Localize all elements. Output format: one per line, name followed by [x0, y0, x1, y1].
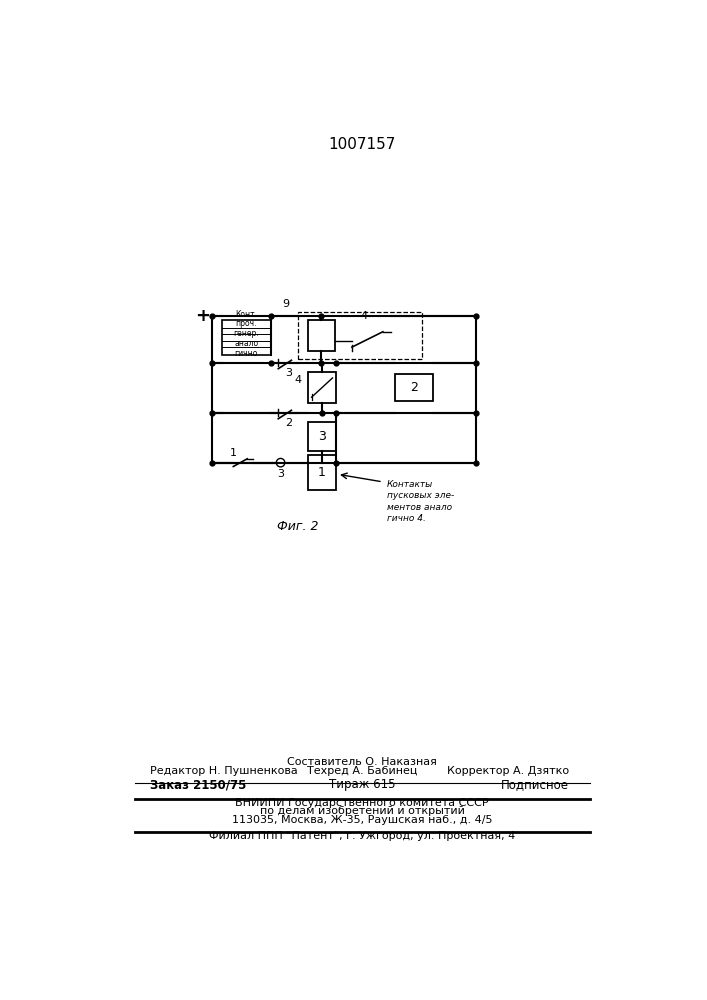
Text: 4: 4	[294, 375, 301, 385]
Text: 2: 2	[285, 418, 292, 428]
Bar	[308, 372, 337, 403]
Text: Тираж 615: Тираж 615	[329, 778, 395, 791]
Text: 113035, Москва, Ж-35, Раушская наб., д. 4/5: 113035, Москва, Ж-35, Раушская наб., д. …	[232, 815, 492, 825]
Text: Составитель О. Наказная: Составитель О. Наказная	[287, 757, 437, 767]
Text: Техред А. Бабинец: Техред А. Бабинец	[307, 766, 417, 776]
Text: Подписное: Подписное	[501, 778, 569, 791]
Text: ВНИИПИ Государственного комитета СССР: ВНИИПИ Государственного комитета СССР	[235, 798, 489, 808]
Text: 1007157: 1007157	[328, 137, 396, 152]
Text: по делам изобретений и открытий: по делам изобретений и открытий	[259, 806, 464, 816]
Text: 9: 9	[282, 299, 290, 309]
Text: 2: 2	[410, 381, 418, 394]
Text: 1: 1	[318, 466, 326, 479]
Text: 3: 3	[318, 430, 326, 443]
Text: Корректор А. Дзятко: Корректор А. Дзятко	[447, 766, 569, 776]
Text: Заказ 2150/75: Заказ 2150/75	[151, 778, 247, 791]
Bar	[308, 320, 335, 351]
Text: Конт.
проч.
генер.
анало
гично: Конт. проч. генер. анало гично	[233, 310, 259, 358]
Text: 4: 4	[360, 311, 367, 321]
Text: 1: 1	[230, 448, 237, 458]
Text: Фиг. 2: Фиг. 2	[277, 520, 318, 533]
Text: 3: 3	[277, 469, 284, 479]
Bar	[298, 312, 421, 359]
Text: Контакты
пусковых эле-
ментов анало
гично 4.: Контакты пусковых эле- ментов анало гичн…	[387, 480, 454, 523]
Bar	[308, 422, 337, 451]
Bar	[222, 320, 271, 355]
Text: 3: 3	[285, 368, 292, 378]
Text: Редактор Н. Пушненкова: Редактор Н. Пушненкова	[151, 766, 298, 776]
Text: +: +	[196, 307, 211, 325]
Bar	[308, 455, 337, 490]
Text: Филиал ППП "Патент", г. Ужгород, ул. Проектная, 4: Филиал ППП "Патент", г. Ужгород, ул. Про…	[209, 831, 515, 841]
Bar	[395, 374, 433, 401]
